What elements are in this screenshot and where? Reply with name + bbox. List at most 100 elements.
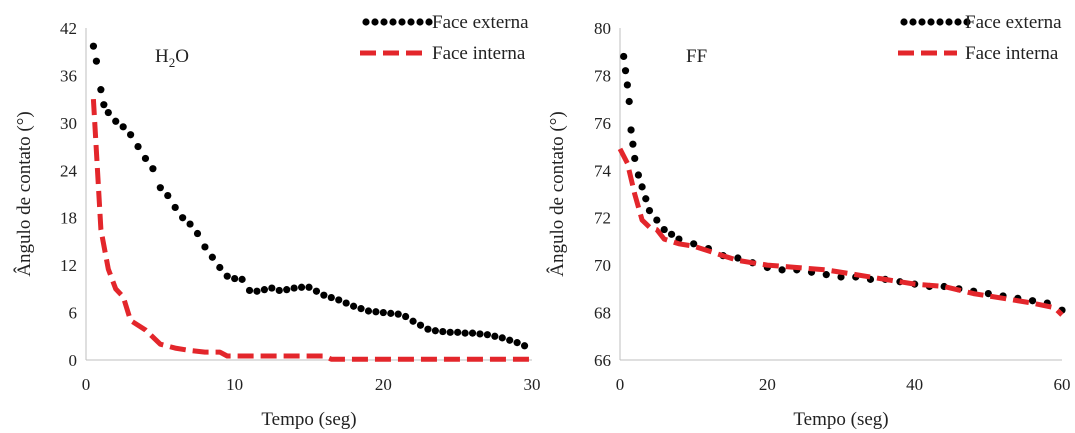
data-point bbox=[645, 207, 654, 215]
y-tick-label: 80 bbox=[594, 19, 611, 38]
y-tick-label: 12 bbox=[60, 256, 77, 275]
y-tick-label: 70 bbox=[594, 256, 611, 275]
y-axis-title: Ângulo de contato (°) bbox=[13, 111, 35, 276]
data-point bbox=[627, 126, 635, 134]
annotation-subscript: 2 bbox=[169, 55, 176, 70]
data-point bbox=[379, 308, 387, 317]
data-point bbox=[625, 97, 633, 106]
data-point bbox=[476, 330, 484, 338]
x-tick-label: 0 bbox=[616, 375, 625, 394]
data-point bbox=[141, 154, 150, 163]
data-point bbox=[100, 101, 108, 109]
legend-label-face-externa: Face externa bbox=[432, 12, 529, 33]
y-tick-label: 18 bbox=[60, 209, 77, 228]
legend-dot bbox=[927, 18, 935, 26]
data-point bbox=[201, 243, 209, 251]
data-point bbox=[312, 287, 321, 295]
data-point bbox=[667, 230, 676, 238]
data-point bbox=[837, 273, 845, 281]
data-point bbox=[357, 305, 365, 313]
data-point bbox=[491, 332, 499, 340]
y-tick-label: 0 bbox=[69, 351, 78, 370]
data-point bbox=[822, 271, 830, 279]
data-point bbox=[1028, 297, 1037, 305]
data-point bbox=[335, 296, 343, 304]
data-point bbox=[253, 287, 261, 295]
data-point bbox=[446, 328, 454, 336]
data-point bbox=[127, 131, 135, 139]
series-face-interna-line bbox=[617, 147, 1064, 317]
data-point bbox=[653, 216, 661, 224]
data-point bbox=[416, 321, 425, 329]
data-point bbox=[506, 336, 514, 344]
data-point bbox=[431, 327, 439, 335]
data-point bbox=[179, 214, 187, 222]
data-point bbox=[112, 117, 120, 125]
data-point bbox=[620, 52, 628, 61]
y-tick-label: 36 bbox=[60, 66, 77, 85]
data-point bbox=[513, 339, 521, 347]
x-tick-label: 20 bbox=[375, 375, 392, 394]
data-point bbox=[104, 108, 112, 117]
series-face-externa bbox=[89, 42, 529, 350]
data-point bbox=[342, 299, 350, 307]
data-point bbox=[216, 263, 224, 272]
data-point bbox=[283, 286, 291, 294]
y-tick-label: 68 bbox=[594, 304, 611, 323]
data-point bbox=[498, 334, 506, 342]
data-point bbox=[350, 302, 358, 310]
data-point bbox=[468, 329, 477, 337]
data-point bbox=[238, 275, 246, 283]
x-tick-label: 60 bbox=[1054, 375, 1071, 394]
annotation-main: FF bbox=[686, 46, 707, 67]
data-point bbox=[372, 308, 380, 316]
data-point bbox=[690, 240, 698, 248]
data-point bbox=[439, 327, 447, 336]
series-face-interna-line bbox=[90, 98, 532, 362]
data-point bbox=[778, 266, 786, 274]
data-point bbox=[454, 328, 462, 336]
data-point bbox=[193, 229, 202, 238]
data-point bbox=[268, 284, 276, 292]
legend: Face externa Face interna bbox=[898, 12, 1062, 64]
y-tick-label: 6 bbox=[69, 304, 78, 323]
x-tick-label: 10 bbox=[226, 375, 243, 394]
data-point bbox=[305, 283, 313, 291]
data-point bbox=[364, 307, 373, 315]
legend-label-face-externa: Face externa bbox=[965, 12, 1062, 33]
data-point bbox=[483, 331, 491, 339]
y-tick-label: 74 bbox=[594, 161, 612, 180]
legend-dot bbox=[380, 18, 388, 26]
data-point bbox=[629, 140, 637, 148]
data-point bbox=[156, 184, 164, 192]
data-point bbox=[223, 272, 231, 280]
x-axis-title: Tempo (seg) bbox=[261, 409, 356, 430]
data-point bbox=[387, 309, 395, 317]
data-point bbox=[149, 165, 157, 173]
data-point bbox=[164, 191, 172, 200]
chart-panel-2: 66 68 70 72 74 76 78 80 0 20 40 60 Tempo (seg) Ângulo… bbox=[546, 12, 1071, 430]
data-point bbox=[245, 286, 254, 295]
data-point bbox=[119, 123, 127, 131]
legend-dot bbox=[909, 18, 917, 26]
legend-dot bbox=[362, 18, 370, 26]
data-point bbox=[92, 57, 101, 65]
data-point bbox=[984, 290, 992, 298]
data-point bbox=[660, 225, 668, 234]
x-axis-title: Tempo (seg) bbox=[793, 409, 888, 430]
legend-label-face-interna: Face interna bbox=[965, 43, 1059, 64]
data-point bbox=[734, 254, 742, 262]
data-point bbox=[638, 183, 646, 191]
legend-dot bbox=[900, 18, 908, 26]
legend-dot bbox=[371, 18, 379, 26]
data-point bbox=[320, 291, 328, 299]
data-point bbox=[623, 81, 631, 89]
legend-label-face-interna: Face interna bbox=[432, 43, 526, 64]
data-point bbox=[208, 253, 216, 261]
data-point bbox=[520, 342, 529, 350]
data-point bbox=[290, 284, 298, 292]
data-point bbox=[186, 220, 194, 228]
legend-swatch-face-externa bbox=[900, 18, 971, 26]
data-point bbox=[231, 274, 239, 283]
